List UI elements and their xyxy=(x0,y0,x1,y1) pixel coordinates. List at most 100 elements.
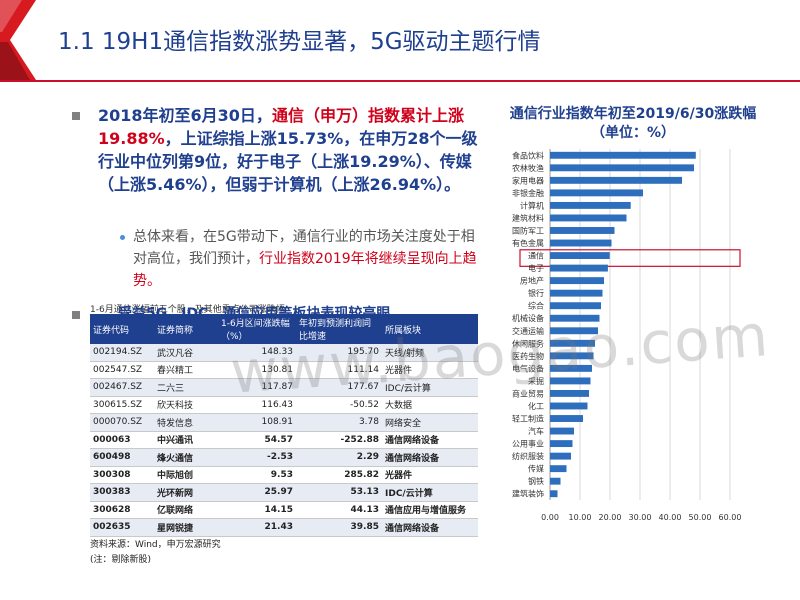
category-label: 医药生物 xyxy=(512,351,544,361)
category-label: 采掘 xyxy=(528,376,544,386)
x-tick-label: 60.00 xyxy=(719,513,742,522)
chart-title: 通信行业指数年初至2019/6/30涨跌幅（单位：%） xyxy=(509,106,757,141)
bar xyxy=(550,151,696,159)
table-cell: 54.57 xyxy=(218,431,296,449)
table-cell: 53.13 xyxy=(296,483,382,502)
category-label: 综合 xyxy=(528,301,544,311)
table-row: 000063 中兴通讯 54.57 -252.88 通信网络设备 xyxy=(90,431,478,449)
category-label: 钢铁 xyxy=(528,476,544,486)
table-row: 002194.SZ 武汉凡谷 148.33 195.70 天线/射频 xyxy=(90,344,478,362)
table-header: 1-6月区间涨跌幅（%） xyxy=(221,319,290,342)
bar xyxy=(550,452,571,460)
category-label: 农林牧渔 xyxy=(512,163,544,173)
sub-bullet-dot-icon xyxy=(120,235,125,240)
table-cell: 中兴通讯 xyxy=(154,431,218,449)
main-bullet-part3: ，上证综指上涨15.73%，在申万28个一级行业中位列第9位，好于电子（上涨19… xyxy=(98,129,478,194)
bar xyxy=(550,352,594,360)
bar xyxy=(550,302,601,310)
table-cell: 光环新网 xyxy=(154,483,218,502)
table-row: 300628 亿联网络 14.15 44.13 通信应用与增值服务 xyxy=(90,501,478,519)
table-cell: 3.78 xyxy=(296,413,382,432)
main-bullet-text: 2018年初至6月30日，通信（申万）指数累计上涨19.88%，上证综指上涨15… xyxy=(98,104,490,196)
stock-table: 证券代码 证券简称 1-6月区间涨跌幅（%） 年初到预测利润同比增速 所属板块 … xyxy=(90,314,478,537)
table-cell: 108.91 xyxy=(218,413,296,432)
highlight-box xyxy=(519,249,741,267)
title-divider xyxy=(0,80,800,82)
x-tick-label: 10.00 xyxy=(569,513,592,522)
category-label: 商业贸易 xyxy=(512,388,544,398)
bar xyxy=(550,227,615,234)
bar xyxy=(550,189,643,197)
slide-title: 1.1 19H1通信指数涨势显著，5G驱动主题行情 xyxy=(58,29,541,55)
table-header: 年初到预测利润同比增速 xyxy=(299,319,372,342)
category-label: 交通运输 xyxy=(512,326,544,336)
table-cell: 2.29 xyxy=(296,448,382,467)
bar xyxy=(550,427,574,435)
table-cell: 300615.SZ xyxy=(90,396,154,414)
header-decoration xyxy=(0,0,36,80)
table-cell: 117.87 xyxy=(218,378,296,397)
table-cell: 9.53 xyxy=(218,466,296,484)
category-label: 通信 xyxy=(528,251,544,261)
table-cell: 148.33 xyxy=(218,344,296,362)
bar xyxy=(550,239,612,247)
bar xyxy=(550,415,583,422)
table-cell: 中际旭创 xyxy=(154,466,218,484)
bar xyxy=(550,402,588,410)
table-cell: 000063 xyxy=(90,431,154,449)
category-label: 计算机 xyxy=(520,200,544,210)
table-cell: 星网锐捷 xyxy=(154,518,218,537)
category-label: 化工 xyxy=(528,401,544,411)
bar xyxy=(550,314,600,322)
bar xyxy=(550,289,603,297)
table-cell: 002635 xyxy=(90,518,154,537)
table-cell: 39.85 xyxy=(296,518,382,537)
table-cell: -252.88 xyxy=(296,431,382,449)
bullet-square-icon xyxy=(72,112,80,120)
bar xyxy=(550,176,682,184)
bar xyxy=(550,327,598,335)
x-tick-label: 50.00 xyxy=(689,513,712,522)
table-cell: 177.67 xyxy=(296,378,382,397)
x-tick-label: 30.00 xyxy=(629,513,652,522)
category-label: 电气设备 xyxy=(512,363,544,373)
table-cell: 600498 xyxy=(90,448,154,467)
x-tick-label: 0.00 xyxy=(541,513,559,522)
bar xyxy=(550,440,573,448)
table-cell: 195.70 xyxy=(296,344,382,362)
x-tick-label: 20.00 xyxy=(599,513,622,522)
category-label: 机械设备 xyxy=(512,313,544,323)
bar xyxy=(550,252,610,260)
bar xyxy=(550,465,567,473)
table-cell: IDC/云计算 xyxy=(382,483,478,502)
category-label: 食品饮料 xyxy=(512,150,544,160)
table-cell: 300308 xyxy=(90,466,154,484)
bar xyxy=(550,277,604,285)
table-row: 000070.SZ 特发信息 108.91 3.78 网络安全 xyxy=(90,413,478,432)
table-cell: 002467.SZ xyxy=(90,378,154,397)
category-label: 建筑材料 xyxy=(512,213,544,223)
table-row: 300308 中际旭创 9.53 285.82 光器件 xyxy=(90,466,478,484)
category-label: 电子 xyxy=(528,263,544,273)
table-cell: 亿联网络 xyxy=(154,501,218,519)
table-cell: 通信网络设备 xyxy=(382,431,478,449)
table-cell: 大数据 xyxy=(382,396,478,414)
bar xyxy=(550,389,589,397)
table-cell: 通信应用与增值服务 xyxy=(382,501,478,519)
table-cell: IDC/云计算 xyxy=(382,378,478,397)
table-cell: 天线/射频 xyxy=(382,344,478,362)
category-label: 轻工制造 xyxy=(512,414,544,424)
category-label: 建筑装饰 xyxy=(512,489,544,499)
bar xyxy=(550,164,694,172)
table-cell: 116.43 xyxy=(218,396,296,414)
category-label: 有色金属 xyxy=(512,238,544,248)
table-cell: -50.52 xyxy=(296,396,382,414)
bar xyxy=(550,339,595,347)
table-cell: 300628 xyxy=(90,501,154,519)
table-cell: 欣天科技 xyxy=(154,396,218,414)
stock-table-block: 1-6月通信涨幅前五个股，及其他重点公司涨跌幅 证券代码 证券简称 1-6月区间… xyxy=(90,302,478,567)
table-row: 002467.SZ 二六三 117.87 177.67 IDC/云计算 xyxy=(90,378,478,397)
table-cell: 特发信息 xyxy=(154,413,218,432)
table-cell: 111.14 xyxy=(296,361,382,379)
bar xyxy=(550,201,631,209)
